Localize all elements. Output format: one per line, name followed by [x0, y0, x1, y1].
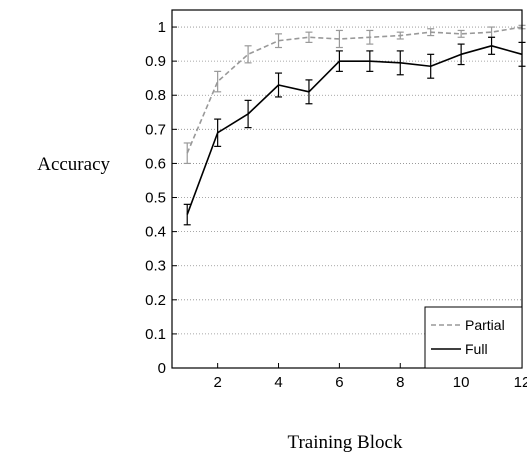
x-tick-label: 2 — [213, 374, 221, 391]
legend-label: Full — [465, 341, 488, 357]
series-line — [186, 44, 523, 215]
series-layer — [183, 24, 526, 226]
y-tick-label: 0.3 — [145, 258, 166, 275]
legend: Partial Full — [424, 306, 523, 369]
legend-box — [424, 306, 523, 369]
y-tick-label: 0.8 — [145, 87, 166, 104]
x-tick-label: 6 — [335, 374, 343, 391]
series-line — [186, 26, 523, 154]
y-tick-label: 0.7 — [145, 121, 166, 138]
y-tick-label: 0.1 — [145, 326, 166, 343]
x-axis-title: Training Block — [288, 432, 403, 453]
x-tick-label: 12 — [514, 374, 527, 391]
tick-layer: 00.10.20.30.40.50.60.70.80.912 4 6 8 10 12 — [145, 19, 527, 391]
y-tick-label: 0.6 — [145, 155, 166, 172]
y-tick-label: 0 — [158, 360, 166, 377]
y-tick-label: 0.5 — [145, 190, 166, 207]
x-tick-label: 10 — [453, 374, 470, 391]
y-axis-title: Accuracy — [37, 154, 110, 175]
y-tick-label: 0.4 — [145, 224, 166, 241]
x-tick-label: 4 — [274, 374, 282, 391]
x-tick-label: 8 — [396, 374, 404, 391]
y-tick-label: 1 — [158, 19, 166, 36]
y-tick-label: 0.9 — [145, 53, 166, 70]
legend-label: Partial — [465, 317, 505, 333]
plot-frame — [171, 9, 523, 369]
y-tick-label: 0.2 — [145, 292, 166, 309]
